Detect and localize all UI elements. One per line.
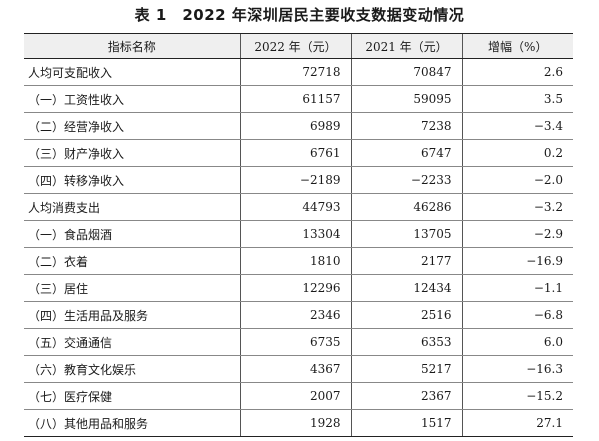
value-2022: 4367 bbox=[239, 355, 351, 383]
table-row: 人均消费支出 44793 46286 −3.2 bbox=[24, 193, 573, 221]
table-row: （四）生活用品及服务 2346 2516 −6.8 bbox=[24, 301, 573, 329]
indicator-name: （七）医疗保健 bbox=[24, 382, 240, 410]
table-row: （二）经营净收入 6989 7238 −3.4 bbox=[24, 112, 573, 140]
value-2021: 5217 bbox=[350, 355, 462, 383]
table-title: 表 1 2022 年深圳居民主要收支数据变动情况 bbox=[134, 6, 465, 24]
indicator-name: （二）经营净收入 bbox=[24, 112, 240, 140]
value-2021: 2516 bbox=[350, 301, 462, 329]
table-row: 人均可支配收入 72718 70847 2.6 bbox=[24, 58, 573, 86]
indicator-name: （四）生活用品及服务 bbox=[24, 301, 240, 329]
value-2022: 6735 bbox=[239, 328, 351, 356]
value-2021: 6747 bbox=[350, 139, 462, 167]
growth-rate: 3.5 bbox=[461, 85, 573, 113]
value-2022: 72718 bbox=[239, 58, 351, 86]
growth-rate: −2.9 bbox=[461, 220, 573, 248]
table-row: （八）其他用品和服务 1928 1517 27.1 bbox=[24, 409, 573, 437]
header-indicator-name: 指标名称 bbox=[24, 33, 240, 59]
value-2021: 2177 bbox=[350, 247, 462, 275]
value-2022: 2007 bbox=[239, 382, 351, 410]
value-2022: 61157 bbox=[239, 85, 351, 113]
indicator-name: （一）食品烟酒 bbox=[24, 220, 240, 248]
table-row: （二）衣着 1810 2177 −16.9 bbox=[24, 247, 573, 275]
header-growth: 增幅（%） bbox=[461, 33, 573, 59]
value-2021: 59095 bbox=[350, 85, 462, 113]
value-2021: 13705 bbox=[350, 220, 462, 248]
table-row: （四）转移净收入 −2189 −2233 −2.0 bbox=[24, 166, 573, 194]
table-row: （一）食品烟酒 13304 13705 −2.9 bbox=[24, 220, 573, 248]
value-2021: 6353 bbox=[350, 328, 462, 356]
table-row: （七）医疗保健 2007 2367 −15.2 bbox=[24, 382, 573, 410]
value-2022: 12296 bbox=[239, 274, 351, 302]
value-2022: 1810 bbox=[239, 247, 351, 275]
growth-rate: −3.4 bbox=[461, 112, 573, 140]
indicator-name: （一）工资性收入 bbox=[24, 85, 240, 113]
value-2021: 1517 bbox=[350, 409, 462, 437]
growth-rate: 27.1 bbox=[461, 409, 573, 437]
growth-rate: −3.2 bbox=[461, 193, 573, 221]
value-2021: 12434 bbox=[350, 274, 462, 302]
growth-rate: −1.1 bbox=[461, 274, 573, 302]
indicator-name: 人均消费支出 bbox=[24, 193, 240, 221]
indicator-name: （五）交通通信 bbox=[24, 328, 240, 356]
indicator-name: （三）财产净收入 bbox=[24, 139, 240, 167]
header-2022: 2022 年（元） bbox=[239, 33, 351, 59]
value-2022: −2189 bbox=[239, 166, 351, 194]
value-2021: 70847 bbox=[350, 58, 462, 86]
table-row: （三）财产净收入 6761 6747 0.2 bbox=[24, 139, 573, 167]
value-2021: 7238 bbox=[350, 112, 462, 140]
table-row: （三）居住 12296 12434 −1.1 bbox=[24, 274, 573, 302]
table-row: （六）教育文化娱乐 4367 5217 −16.3 bbox=[24, 355, 573, 383]
value-2021: 2367 bbox=[350, 382, 462, 410]
indicator-name: （三）居住 bbox=[24, 274, 240, 302]
indicator-name: （六）教育文化娱乐 bbox=[24, 355, 240, 383]
growth-rate: −15.2 bbox=[461, 382, 573, 410]
value-2022: 13304 bbox=[239, 220, 351, 248]
indicator-name: （八）其他用品和服务 bbox=[24, 409, 240, 437]
value-2021: −2233 bbox=[350, 166, 462, 194]
value-2022: 6989 bbox=[239, 112, 351, 140]
value-2021: 46286 bbox=[350, 193, 462, 221]
growth-rate: −2.0 bbox=[461, 166, 573, 194]
growth-rate: −6.8 bbox=[461, 301, 573, 329]
value-2022: 1928 bbox=[239, 409, 351, 437]
growth-rate: −16.3 bbox=[461, 355, 573, 383]
value-2022: 2346 bbox=[239, 301, 351, 329]
indicator-name: 人均可支配收入 bbox=[24, 58, 240, 86]
table-row: （一）工资性收入 61157 59095 3.5 bbox=[24, 85, 573, 113]
value-2022: 44793 bbox=[239, 193, 351, 221]
income-expenditure-table: 指标名称 2022 年（元） 2021 年（元） 增幅（%） 人均可支配收入 7… bbox=[24, 33, 573, 437]
growth-rate: −16.9 bbox=[461, 247, 573, 275]
table-header-row: 指标名称 2022 年（元） 2021 年（元） 增幅（%） bbox=[24, 33, 573, 59]
growth-rate: 2.6 bbox=[461, 58, 573, 86]
indicator-name: （四）转移净收入 bbox=[24, 166, 240, 194]
header-2021: 2021 年（元） bbox=[350, 33, 462, 59]
indicator-name: （二）衣着 bbox=[24, 247, 240, 275]
value-2022: 6761 bbox=[239, 139, 351, 167]
growth-rate: 0.2 bbox=[461, 139, 573, 167]
growth-rate: 6.0 bbox=[461, 328, 573, 356]
table-row: （五）交通通信 6735 6353 6.0 bbox=[24, 328, 573, 356]
